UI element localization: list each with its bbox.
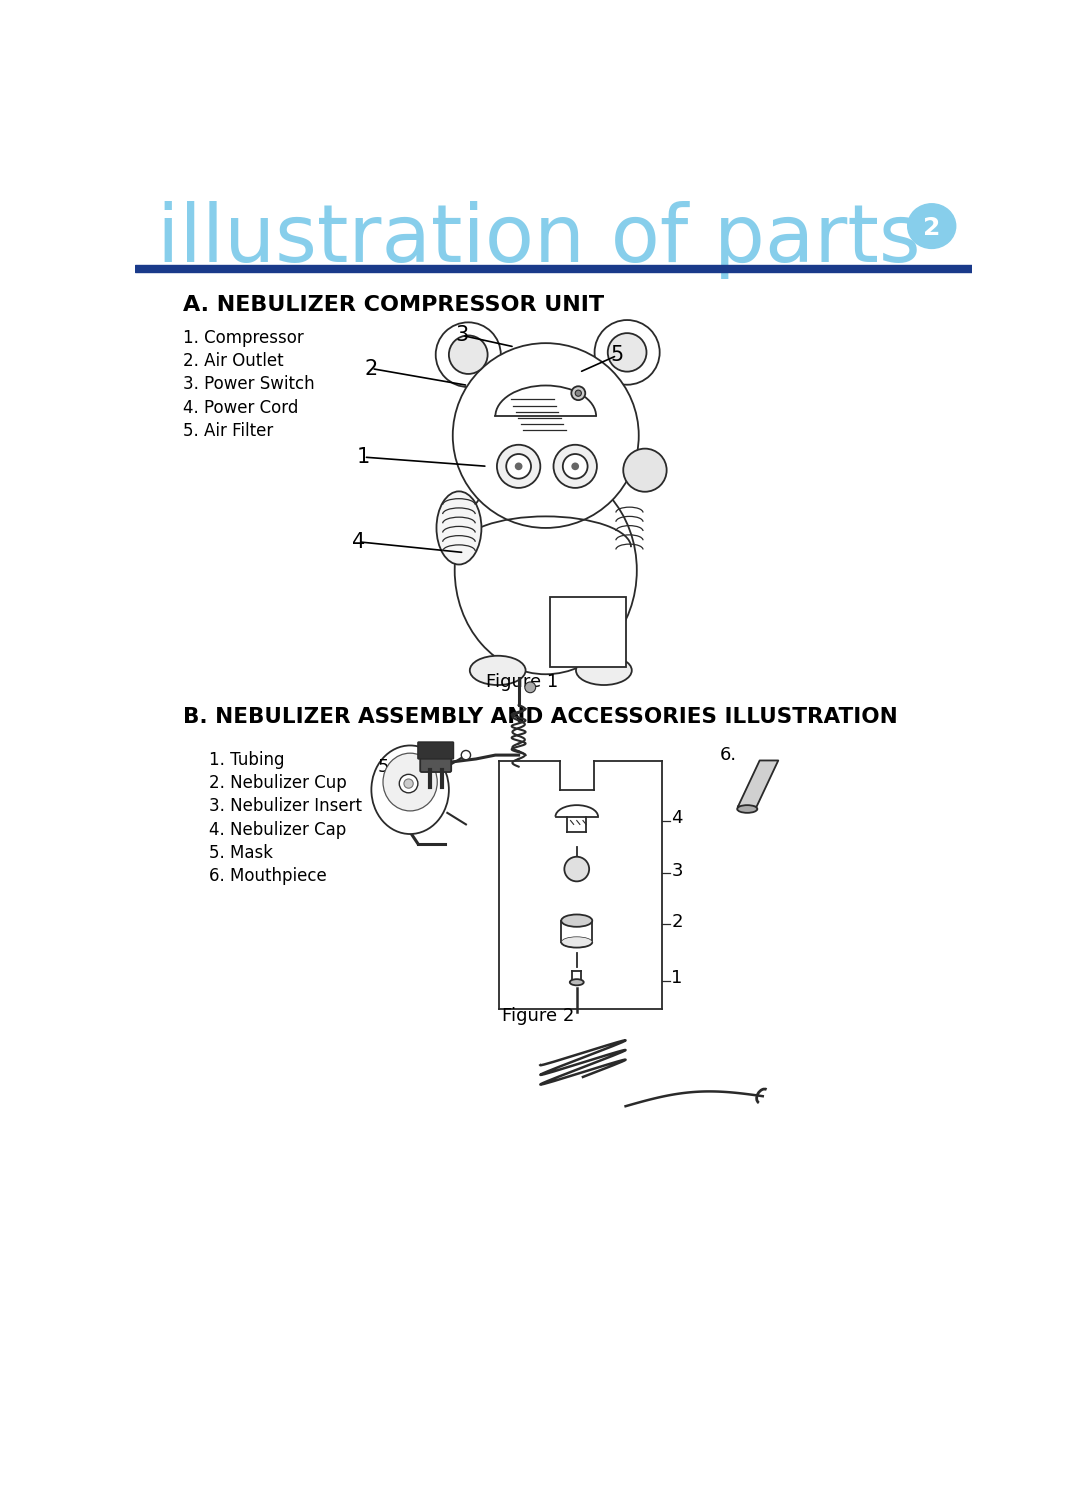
Text: Figure 2: Figure 2 <box>502 1007 575 1025</box>
Ellipse shape <box>436 491 482 564</box>
Text: 4: 4 <box>672 809 683 827</box>
Circle shape <box>623 449 666 491</box>
Text: 4. Nebulizer Cap: 4. Nebulizer Cap <box>208 821 346 839</box>
Circle shape <box>497 445 540 488</box>
FancyBboxPatch shape <box>420 756 451 773</box>
Circle shape <box>515 463 523 470</box>
Bar <box>135 266 972 272</box>
Circle shape <box>449 336 488 373</box>
Text: 5. Mask: 5. Mask <box>208 844 272 862</box>
Ellipse shape <box>570 980 583 986</box>
Circle shape <box>608 333 647 372</box>
Circle shape <box>461 750 471 759</box>
Ellipse shape <box>907 204 956 248</box>
Text: 2: 2 <box>365 358 378 378</box>
Ellipse shape <box>455 466 637 674</box>
Circle shape <box>453 343 638 528</box>
FancyBboxPatch shape <box>550 597 625 667</box>
Text: 6. Mouthpiece: 6. Mouthpiece <box>208 866 326 885</box>
Circle shape <box>571 463 579 470</box>
Circle shape <box>554 445 597 488</box>
Text: 2. Air Outlet: 2. Air Outlet <box>183 352 284 370</box>
Text: 4. Power Cord: 4. Power Cord <box>183 399 298 417</box>
Ellipse shape <box>576 656 632 685</box>
Text: 5: 5 <box>610 345 623 366</box>
Text: 3: 3 <box>672 862 683 880</box>
Circle shape <box>595 321 660 384</box>
Ellipse shape <box>372 745 449 835</box>
Ellipse shape <box>562 937 592 948</box>
Text: 3: 3 <box>456 325 469 345</box>
Text: 5. Air Filter: 5. Air Filter <box>183 422 273 440</box>
Text: 1. Tubing: 1. Tubing <box>208 751 284 770</box>
Text: 2: 2 <box>923 216 941 239</box>
Circle shape <box>565 857 590 881</box>
Ellipse shape <box>383 753 437 810</box>
Circle shape <box>435 322 501 387</box>
Text: 2: 2 <box>672 913 683 931</box>
Circle shape <box>571 386 585 401</box>
Text: 3. Power Switch: 3. Power Switch <box>183 375 314 393</box>
Text: 2. Nebulizer Cup: 2. Nebulizer Cup <box>208 774 347 792</box>
Circle shape <box>507 454 531 479</box>
Text: B. NEBULIZER ASSEMBLY AND ACCESSORIES ILLUSTRATION: B. NEBULIZER ASSEMBLY AND ACCESSORIES IL… <box>183 706 897 727</box>
Text: 1: 1 <box>672 969 683 987</box>
Text: 1. Compressor: 1. Compressor <box>183 330 303 348</box>
Text: A. NEBULIZER COMPRESSOR UNIT: A. NEBULIZER COMPRESSOR UNIT <box>183 295 604 316</box>
Ellipse shape <box>470 656 526 685</box>
Circle shape <box>404 779 414 788</box>
Circle shape <box>400 774 418 792</box>
Text: 5.: 5. <box>378 758 395 776</box>
FancyBboxPatch shape <box>418 742 454 759</box>
Ellipse shape <box>738 804 757 813</box>
Text: illustration of parts: illustration of parts <box>157 201 920 278</box>
Text: 4: 4 <box>352 532 365 552</box>
Text: 6.: 6. <box>719 745 737 764</box>
Circle shape <box>525 682 536 692</box>
Circle shape <box>576 390 581 396</box>
Text: 1: 1 <box>357 448 370 467</box>
Circle shape <box>563 454 588 479</box>
Polygon shape <box>738 761 779 807</box>
Text: Figure 1: Figure 1 <box>486 673 558 691</box>
Text: 3. Nebulizer Insert: 3. Nebulizer Insert <box>208 797 362 815</box>
Ellipse shape <box>562 915 592 927</box>
